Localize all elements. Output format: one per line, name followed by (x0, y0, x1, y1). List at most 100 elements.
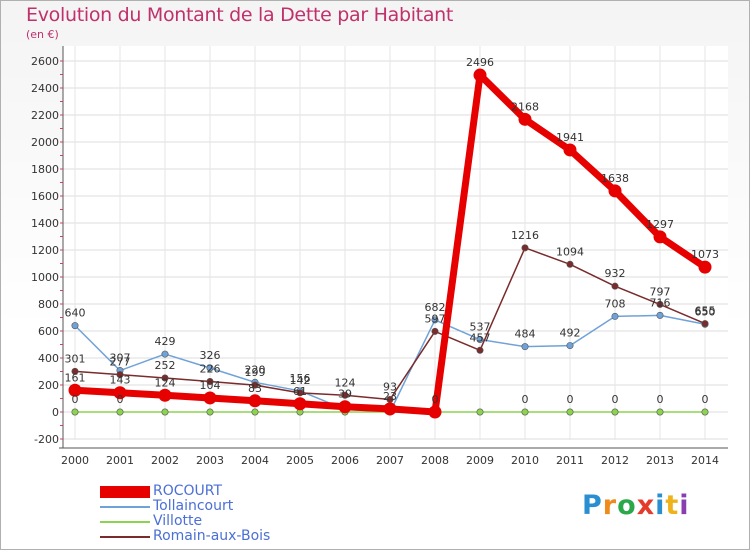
x-tick-label: 2008 (421, 454, 449, 467)
logo-letter: x (636, 490, 656, 521)
y-tick-label: 1800 (31, 163, 59, 176)
y-tick-label: 800 (38, 298, 59, 311)
data-point (113, 386, 127, 400)
x-tick-label: 2003 (196, 454, 224, 467)
data-label: 429 (155, 335, 176, 348)
data-point (296, 389, 304, 397)
data-label: 83 (248, 382, 262, 395)
data-label: 143 (110, 374, 131, 387)
data-point (473, 68, 487, 82)
data-label: 0 (432, 393, 439, 406)
data-label: 161 (65, 371, 86, 384)
legend-swatch (100, 485, 150, 498)
data-point (476, 408, 484, 416)
data-point (116, 408, 124, 416)
data-point (71, 322, 79, 330)
data-label: 0 (657, 393, 664, 406)
data-label: 199 (245, 366, 266, 379)
data-label: 932 (605, 267, 626, 280)
data-label: 61 (293, 385, 307, 398)
data-label: 93 (383, 380, 397, 393)
y-tick-label: 400 (38, 352, 59, 365)
data-label: 307 (110, 352, 131, 365)
data-point (206, 364, 214, 372)
data-label: 124 (155, 376, 176, 389)
chart-title: Evolution du Montant de la Dette par Hab… (26, 4, 454, 26)
data-label: 156 (290, 372, 311, 385)
data-point (521, 244, 529, 252)
x-tick-label: 2014 (691, 454, 719, 467)
data-label: 1941 (556, 131, 584, 144)
y-tick-label: 0 (52, 406, 59, 419)
y-tick-label: 1000 (31, 271, 59, 284)
legend: ROCOURT Tollaincourt Villotte Romain-aux-Bo… (100, 484, 270, 544)
data-label: 0 (702, 393, 709, 406)
data-label: 716 (650, 296, 671, 309)
data-point (338, 400, 352, 414)
y-tick-label: 1600 (31, 190, 59, 203)
x-tick-label: 2009 (466, 454, 494, 467)
legend-label: Villotte (153, 513, 203, 529)
x-tick-label: 2011 (556, 454, 584, 467)
y-tick-label: 2000 (31, 136, 59, 149)
data-point (701, 320, 709, 328)
data-point (698, 260, 712, 274)
legend-swatch (100, 520, 150, 523)
legend-label: ROCOURT (153, 483, 223, 499)
data-label: 1638 (601, 172, 629, 185)
data-point (611, 282, 619, 290)
y-tick-label: 200 (38, 379, 59, 392)
logo-letter: P (582, 490, 603, 521)
data-label: 142 (290, 374, 311, 387)
data-label: 39 (338, 388, 352, 401)
logo-letter: i (679, 490, 690, 521)
data-point (341, 391, 349, 399)
y-tick-label: 2200 (31, 109, 59, 122)
data-label: 492 (560, 327, 581, 340)
x-tick-label: 2002 (151, 454, 179, 467)
x-tick-label: 2013 (646, 454, 674, 467)
data-point (428, 405, 442, 419)
data-point (71, 367, 79, 375)
chart-subtitle: (en €) (26, 28, 59, 41)
data-point (68, 383, 82, 397)
data-label: 301 (65, 352, 86, 365)
data-label: 2496 (466, 56, 494, 69)
data-point (431, 316, 439, 324)
data-point (566, 260, 574, 268)
legend-item: Villotte (100, 514, 270, 529)
plot-area (63, 46, 728, 440)
legend-label: Tollaincourt (153, 498, 234, 514)
data-label: 220 (245, 363, 266, 376)
data-point (251, 381, 259, 389)
data-point (116, 371, 124, 379)
y-tick-label: 2400 (31, 82, 59, 95)
data-label: 650 (695, 305, 716, 318)
data-label: 226 (200, 362, 221, 375)
x-tick-label: 2007 (376, 454, 404, 467)
data-point (206, 377, 214, 385)
data-label: 0 (72, 393, 79, 406)
data-label: 2168 (511, 100, 539, 113)
data-point (656, 408, 664, 416)
data-point (431, 327, 439, 335)
data-label: 277 (110, 356, 131, 369)
data-label: 1094 (556, 245, 584, 258)
data-point (521, 343, 529, 351)
data-label: 0 (567, 393, 574, 406)
legend-swatch (100, 535, 150, 538)
data-point (521, 408, 529, 416)
data-label: 682 (425, 301, 446, 314)
data-point (653, 230, 667, 244)
data-label: 104 (200, 379, 221, 392)
data-point (161, 374, 169, 382)
data-label: 124 (335, 376, 356, 389)
data-point (701, 408, 709, 416)
data-point (161, 408, 169, 416)
data-label: 537 (470, 321, 491, 334)
data-label: 708 (605, 297, 626, 310)
logo-letter: o (617, 490, 637, 521)
data-point (206, 408, 214, 416)
data-point (248, 394, 262, 408)
